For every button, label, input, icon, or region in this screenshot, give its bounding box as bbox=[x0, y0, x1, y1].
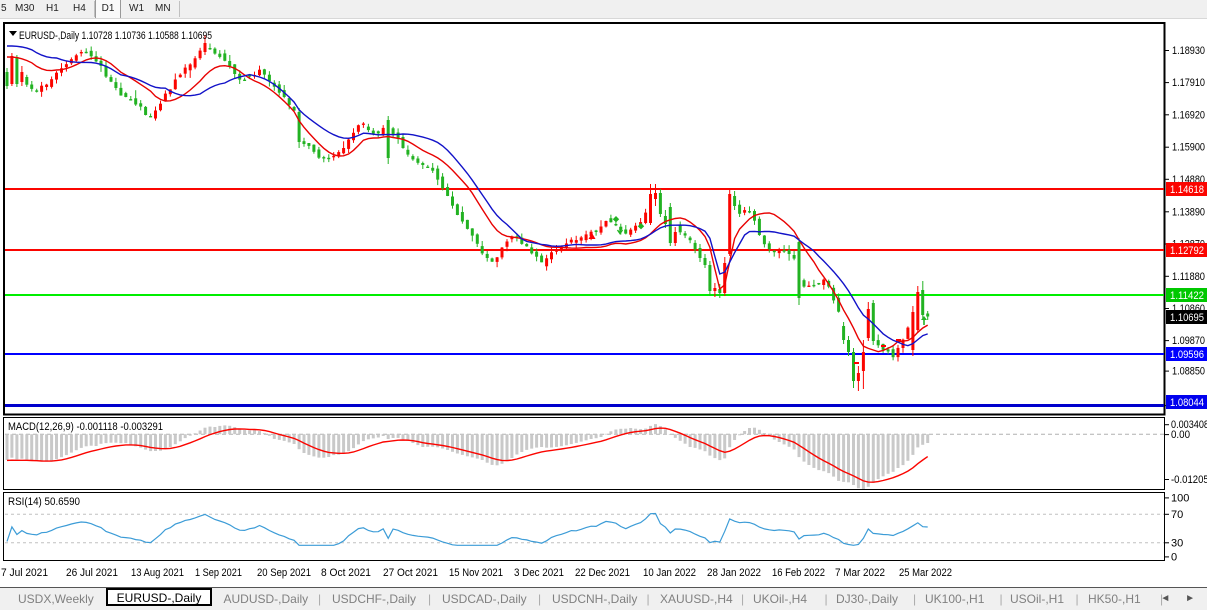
svg-text:-0.012058: -0.012058 bbox=[1171, 474, 1207, 486]
svg-text:RSI(14) 50.6590: RSI(14) 50.6590 bbox=[8, 496, 80, 508]
svg-text:1 Sep 2021: 1 Sep 2021 bbox=[195, 567, 242, 579]
svg-text:20 Sep 2021: 20 Sep 2021 bbox=[257, 567, 311, 579]
svg-text:1.09870: 1.09870 bbox=[1172, 335, 1205, 347]
svg-text:10 Jan 2022: 10 Jan 2022 bbox=[643, 567, 696, 579]
svg-text:1.15900: 1.15900 bbox=[1172, 142, 1205, 154]
svg-text:8 Oct 2021: 8 Oct 2021 bbox=[321, 567, 371, 579]
svg-text:1.08044: 1.08044 bbox=[1170, 397, 1204, 409]
svg-text:70: 70 bbox=[1171, 509, 1183, 521]
svg-text:100: 100 bbox=[1171, 492, 1189, 504]
svg-text:0: 0 bbox=[1171, 551, 1177, 563]
svg-text:1.12792: 1.12792 bbox=[1170, 245, 1204, 257]
svg-text:16 Feb 2022: 16 Feb 2022 bbox=[772, 567, 825, 579]
svg-text:1.08850: 1.08850 bbox=[1172, 366, 1205, 378]
svg-text:13 Aug 2021: 13 Aug 2021 bbox=[131, 567, 184, 579]
svg-text:26 Jul 2021: 26 Jul 2021 bbox=[66, 567, 118, 579]
svg-text:25 Mar 2022: 25 Mar 2022 bbox=[899, 567, 952, 579]
svg-text:7 Mar 2022: 7 Mar 2022 bbox=[835, 567, 885, 579]
svg-text:15 Nov 2021: 15 Nov 2021 bbox=[449, 567, 503, 579]
svg-text:1.11880: 1.11880 bbox=[1172, 271, 1205, 283]
svg-text:1.18930: 1.18930 bbox=[1172, 45, 1205, 57]
svg-text:1.11422: 1.11422 bbox=[1170, 290, 1204, 302]
svg-text:1.16920: 1.16920 bbox=[1172, 109, 1205, 121]
svg-text:1.13890: 1.13890 bbox=[1172, 206, 1205, 218]
svg-text:1.14618: 1.14618 bbox=[1170, 184, 1204, 196]
svg-text:MACD(12,26,9) -0.001118 -0.003: MACD(12,26,9) -0.001118 -0.003291 bbox=[8, 421, 163, 433]
svg-text:7 Jul 2021: 7 Jul 2021 bbox=[1, 567, 48, 579]
svg-text:28 Jan 2022: 28 Jan 2022 bbox=[707, 567, 761, 579]
svg-text:27 Oct 2021: 27 Oct 2021 bbox=[383, 567, 438, 579]
svg-text:1.17910: 1.17910 bbox=[1172, 77, 1205, 89]
svg-text:22 Dec 2021: 22 Dec 2021 bbox=[575, 567, 630, 579]
svg-text:0.003408: 0.003408 bbox=[1171, 419, 1207, 431]
svg-text:EURUSD-,Daily 1.10728 1.10736: EURUSD-,Daily 1.10728 1.10736 1.10588 1.… bbox=[19, 30, 212, 42]
svg-text:3 Dec 2021: 3 Dec 2021 bbox=[514, 567, 564, 579]
svg-text:0.00: 0.00 bbox=[1171, 429, 1190, 441]
svg-text:1.10695: 1.10695 bbox=[1170, 312, 1204, 324]
svg-text:30: 30 bbox=[1171, 537, 1183, 549]
svg-text:1.09596: 1.09596 bbox=[1170, 349, 1204, 361]
